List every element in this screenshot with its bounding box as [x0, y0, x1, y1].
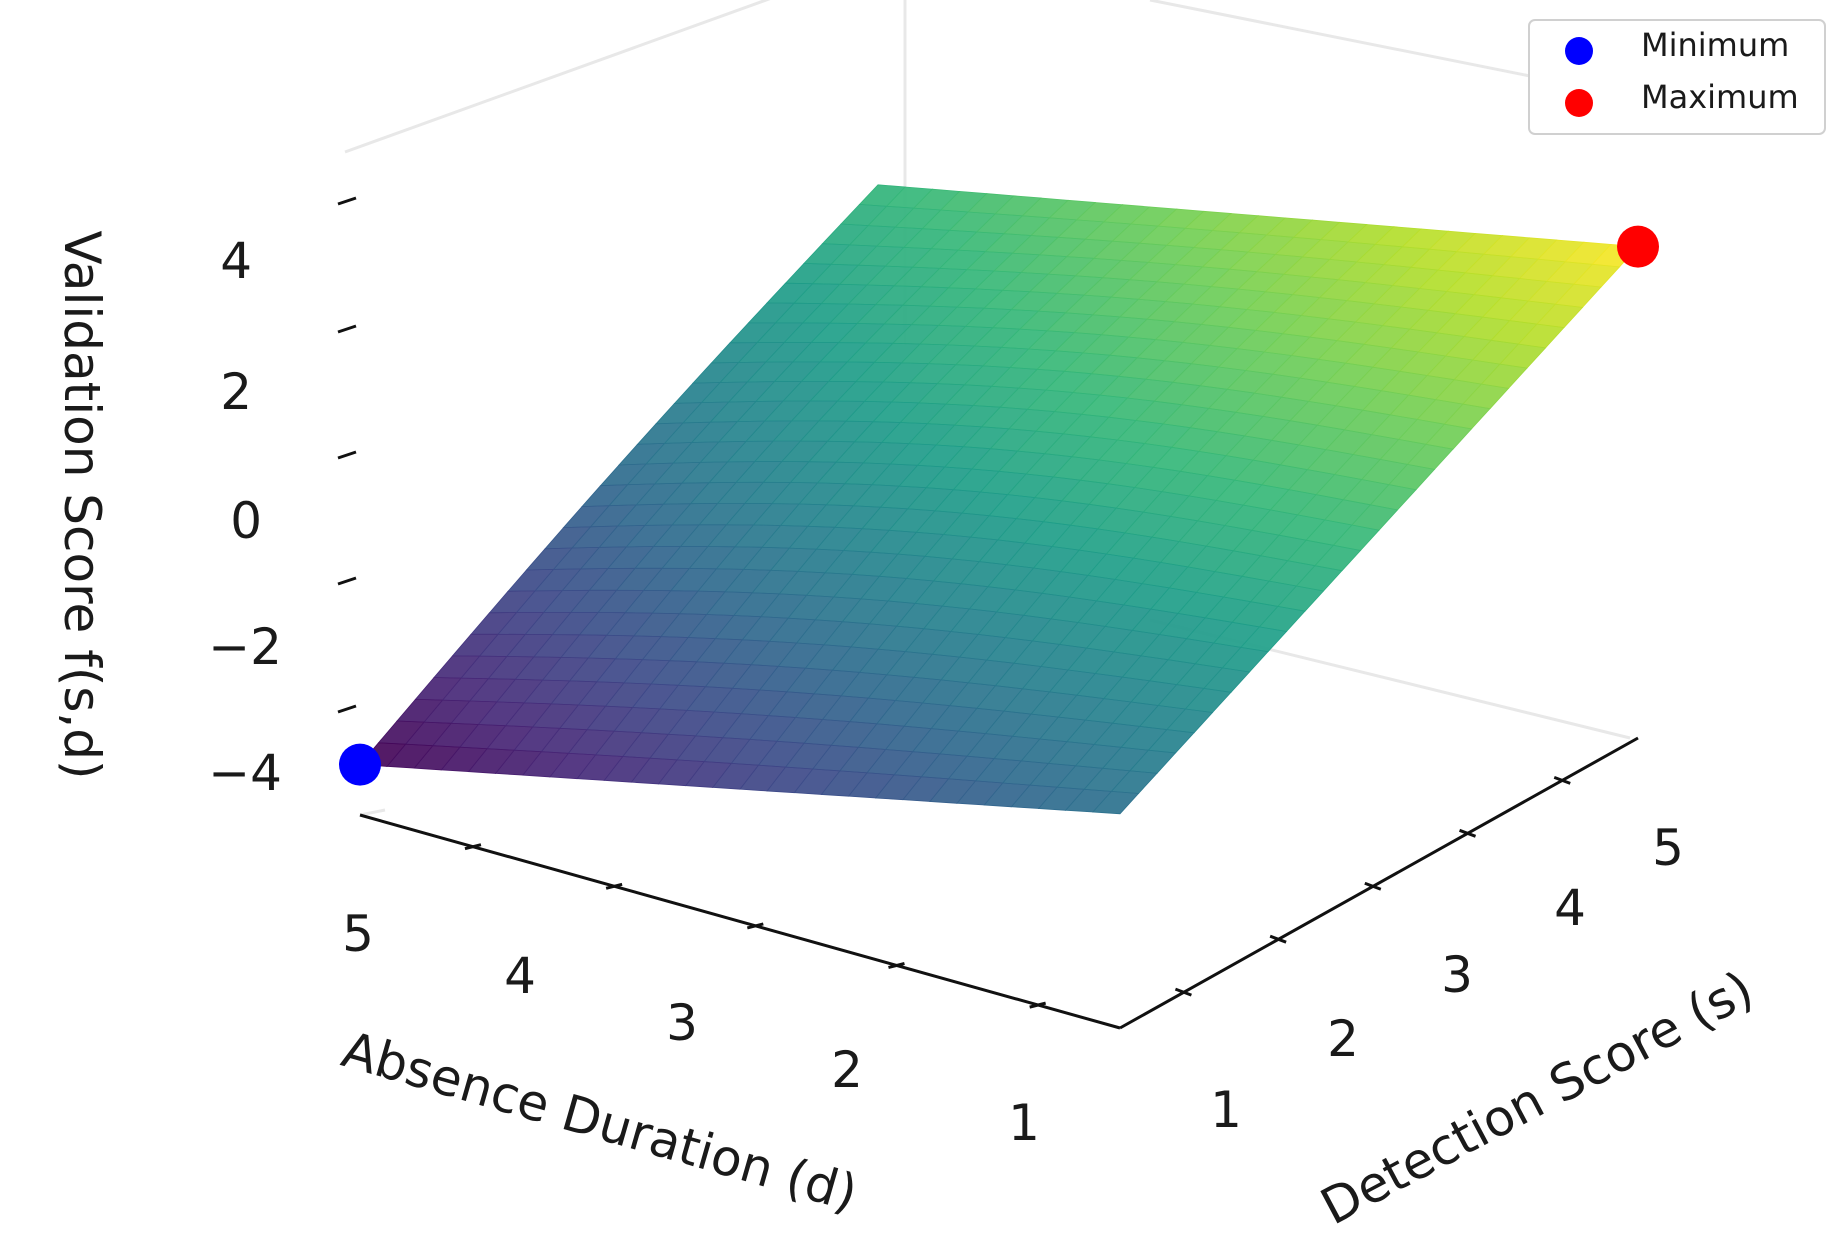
x-tick-labels: 1 2 3 4 5 — [1210, 819, 1684, 1139]
y-axis-line — [359, 813, 1121, 1030]
minimum-point — [339, 743, 381, 786]
s-axis-tick — [1269, 934, 1287, 944]
z-tick-labels: −4 −2 0 2 4 — [208, 232, 282, 802]
y-axis-tick — [464, 843, 482, 851]
y-tick-label: 4 — [504, 947, 536, 1005]
s-axis-tick — [1553, 775, 1571, 785]
surface-plot — [359, 184, 1639, 815]
z-tick-label: 0 — [230, 492, 262, 550]
s-axis-tick — [1364, 881, 1382, 891]
z-tick-label: −4 — [208, 744, 282, 802]
y-tick-labels: 5 4 3 2 1 — [342, 905, 1040, 1152]
x-tick-label: 4 — [1554, 879, 1586, 937]
s-axis-tick — [1459, 828, 1477, 838]
z-axis-tick — [337, 450, 357, 460]
x-axis-title: Detection Score (s) — [1312, 960, 1763, 1236]
y-tick-label: 3 — [666, 994, 698, 1052]
z-axis-tick — [337, 704, 357, 714]
z-axis-tick — [337, 196, 357, 206]
legend-marker-minimum — [1565, 37, 1593, 65]
y-axis-tick — [1029, 1001, 1047, 1009]
y-tick-label: 5 — [342, 905, 374, 963]
z-tick-label: 2 — [220, 363, 252, 421]
maximum-point — [1617, 225, 1659, 268]
z-axis-tick — [337, 324, 357, 334]
x-tick-label: 3 — [1441, 946, 1473, 1004]
z-axis-tick — [337, 576, 357, 586]
s-axis-tick — [1174, 987, 1192, 997]
x-tick-label: 2 — [1327, 1010, 1359, 1068]
legend-box — [1528, 19, 1826, 135]
z-tick-label: −2 — [208, 618, 282, 676]
y-axis-tick — [746, 922, 764, 930]
floor-edge-back-left — [359, 808, 386, 817]
legend-label-minimum: Minimum — [1641, 26, 1789, 64]
axes — [359, 736, 1639, 1030]
back-pane-edge-right — [1149, 0, 1551, 82]
x-tick-label: 1 — [1210, 1081, 1242, 1139]
legend: Minimum Maximum — [1528, 19, 1826, 135]
back-pane-edge-left — [344, 0, 771, 154]
x-axis-line — [1119, 736, 1639, 1030]
y-axis-title: Absence Duration (d) — [336, 1020, 864, 1223]
legend-label-maximum: Maximum — [1641, 78, 1799, 116]
surface-facet — [1092, 790, 1140, 815]
z-axis-title: Validation Score f(s,d) — [53, 230, 111, 779]
y-tick-label: 2 — [831, 1041, 863, 1099]
tick-marks — [337, 196, 1571, 1009]
y-axis-tick — [605, 882, 623, 890]
y-tick-label: 1 — [1008, 1094, 1040, 1152]
y-axis-tick — [888, 962, 905, 969]
x-tick-label: 5 — [1652, 819, 1684, 877]
z-tick-label: 4 — [220, 232, 252, 290]
legend-marker-maximum — [1565, 89, 1593, 117]
